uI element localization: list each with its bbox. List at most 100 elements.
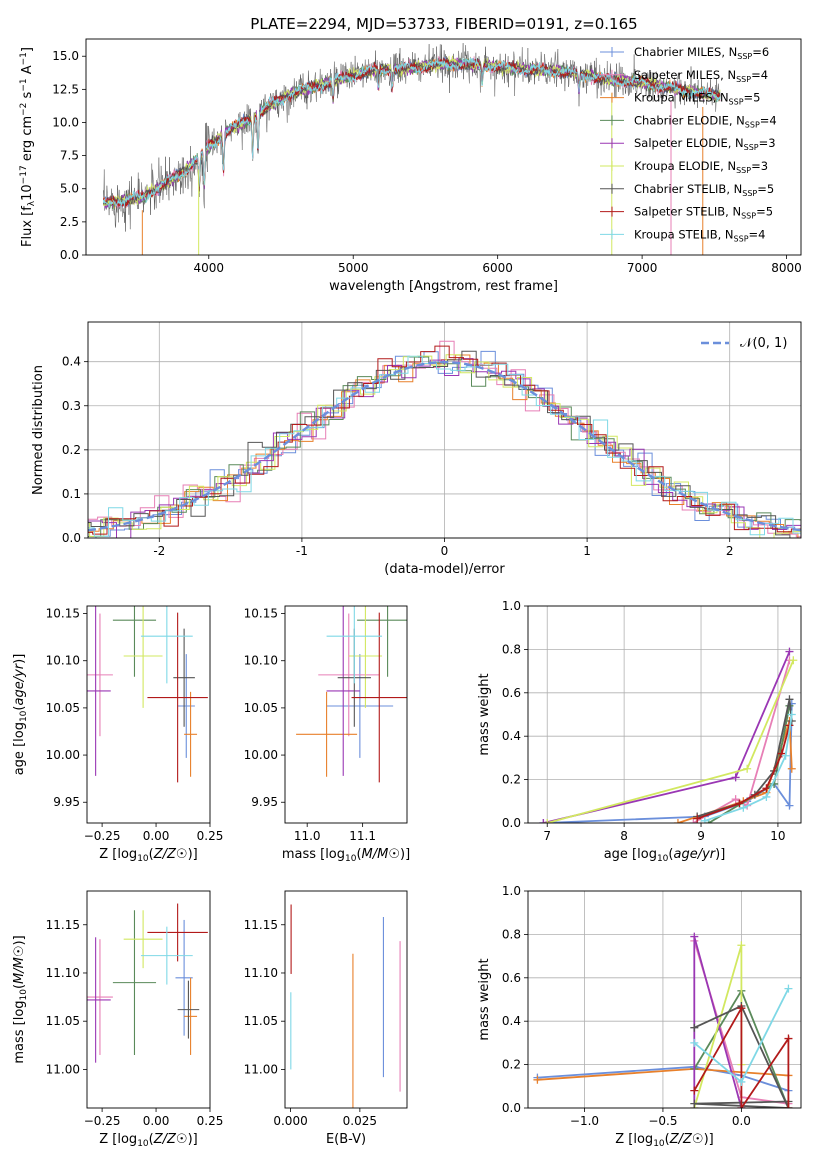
weight-marker-kroupa-elodie	[789, 656, 798, 665]
legend-label-kroupa-elodie: Kroupa ELODIE, NSSP=3	[634, 159, 768, 175]
x-tick-label: 0.25	[197, 1114, 224, 1128]
legend-label-salpeter-elodie: Salpeter ELODIE, NSSP=3	[634, 136, 776, 152]
weight-marker-chabrier-stelib	[690, 1099, 699, 1108]
weight-marker-kroupa-stelib	[737, 1077, 746, 1086]
legend-label-kroupa-miles: Kroupa MILES, NSSP=5	[634, 91, 760, 107]
legend-name: Salpeter STELIB, N	[634, 205, 741, 219]
x-tick-label: 5000	[338, 261, 369, 275]
y-tick-label: 11.10	[46, 966, 80, 980]
y-tick-label: 10.10	[244, 654, 278, 668]
legend-name: Chabrier ELODIE, N	[634, 113, 745, 127]
weight-line-chabrier-stelib	[693, 1004, 790, 1108]
weight-marker-salpeter-elodie	[539, 819, 548, 823]
legend-label-salpeter-stelib: Salpeter STELIB, NSSP=5	[634, 205, 773, 221]
y-tick-label: 11.05	[244, 1014, 278, 1028]
histogram-salpeter-elodie	[88, 358, 801, 538]
model-spectrum-kroupa-stelib	[102, 57, 721, 209]
weight-marker-kroupa-stelib	[762, 792, 771, 801]
legend-name: Kroupa MILES, N	[634, 91, 729, 105]
x-tick-label: 0.25	[197, 829, 224, 843]
histogram-kroupa-stelib	[88, 355, 801, 537]
plot-frame	[527, 890, 802, 1109]
x-tick-label: −0.25	[84, 829, 121, 843]
weight-marker-kroupa-stelib	[700, 816, 709, 823]
legend-subscript: SSP	[737, 52, 752, 61]
legend-label-chabrier-stelib: Chabrier STELIB, NSSP=5	[634, 182, 774, 198]
weight-marker-salpeter-stelib	[784, 1104, 793, 1108]
weight-marker-salpeter-miles	[731, 795, 740, 804]
y-tick-label: 15.0	[52, 49, 79, 63]
residuals-panel: -2 -1 0 1 2 0.0 0.1 0.2 0.3 0.4 𝒩(0, 1) (data-model…	[31, 321, 802, 577]
legend-label-chabrier-elodie: Chabrier ELODIE, NSSP=4	[634, 113, 777, 129]
plot-frame	[284, 890, 408, 1109]
y-tick-label: 1.0	[502, 599, 521, 613]
plot-area	[87, 903, 208, 1063]
x-axis-label: age [log10(age/yr)]	[604, 847, 726, 864]
weight-marker-kroupa-stelib	[787, 710, 796, 719]
weight-vs-metallicity-panel: −1.0 −0.5 0.0 0.0 0.2 0.4 0.6 0.8 1.0 Z [log10(Z/…	[477, 884, 802, 1149]
x-tick-label: 0.00	[143, 1114, 170, 1128]
weight-marker-kroupa-stelib	[781, 751, 790, 760]
x-tick-label: 8000	[771, 261, 802, 275]
legend-name: Chabrier STELIB, N	[634, 182, 742, 196]
legend-count: =4	[760, 113, 777, 127]
y-tick-label: 12.5	[52, 82, 79, 96]
plot-area	[296, 606, 407, 783]
weight-marker-kroupa-miles	[787, 764, 796, 773]
y-tick-label: 0.4	[62, 355, 81, 369]
x-tick-label: 1	[583, 544, 591, 558]
y-tick-label: 1.0	[502, 884, 521, 898]
y-tick-label: 10.00	[46, 748, 80, 762]
plot-area	[533, 932, 793, 1108]
legend-subscript: SSP	[741, 212, 756, 221]
y-tick-label: 5.0	[60, 182, 79, 196]
legend-subscript: SSP	[734, 234, 749, 243]
y-tick-label: 0.8	[502, 927, 521, 941]
y-tick-label: 10.00	[244, 748, 278, 762]
legend-count: =5	[756, 205, 773, 219]
y-tick-label: 0.2	[502, 1058, 521, 1072]
legend-count: =4	[751, 68, 768, 82]
weight-marker-salpeter-stelib	[693, 814, 702, 823]
plot-area	[87, 606, 208, 783]
weight-marker-kroupa-stelib	[739, 803, 748, 812]
x-tick-label: −1.0	[570, 1114, 599, 1128]
weight-marker-chabrier-stelib	[690, 1023, 699, 1032]
figure-title: PLATE=2294, MJD=53733, FIBERID=0191, z=0…	[250, 15, 637, 33]
weight-marker-kroupa-elodie	[743, 764, 752, 773]
y-tick-label: 10.10	[46, 654, 80, 668]
y-tick-label: 10.05	[46, 701, 80, 715]
x-tick-label: 4000	[194, 261, 225, 275]
y-tick-label: 0.4	[502, 1014, 521, 1028]
x-tick-label: 8	[620, 829, 628, 843]
y-tick-label: 11.15	[46, 918, 80, 932]
legend-label-chabrier-miles: Chabrier MILES, NSSP=6	[634, 45, 769, 61]
x-tick-label: −0.25	[84, 1114, 121, 1128]
legend-name: Salpeter MILES, N	[634, 68, 736, 82]
legend-label-salpeter-miles: Salpeter MILES, NSSP=4	[634, 68, 768, 84]
x-tick-label: 10	[770, 829, 785, 843]
legend-count: =6	[752, 45, 769, 59]
weight-marker-chabrier-stelib	[785, 695, 794, 704]
weight-marker-kroupa-miles	[533, 1075, 542, 1084]
plot-area	[102, 43, 721, 255]
plot-frame	[527, 605, 802, 824]
x-tick-label: 7000	[627, 261, 658, 275]
x-axis-label: mass [log10(M/M☉)]	[282, 847, 410, 864]
weight-marker-salpeter-elodie	[731, 773, 740, 782]
y-tick-label: 11.00	[46, 1062, 80, 1076]
legend-name: Chabrier MILES, N	[634, 45, 737, 59]
normal-curve	[88, 360, 801, 532]
x-tick-label: 0.000	[273, 1114, 307, 1128]
x-tick-label: -2	[153, 544, 165, 558]
y-tick-label: 10.15	[46, 607, 80, 621]
weight-marker-kroupa-stelib	[784, 984, 793, 993]
weight-marker-chabrier-miles	[785, 801, 794, 810]
y-tick-label: 0.0	[502, 1101, 521, 1115]
weight-marker-salpeter-stelib	[784, 1034, 793, 1043]
residuals-legend: 𝒩(0, 1)	[701, 336, 787, 351]
x-tick-label: 9	[697, 829, 705, 843]
legend-subscript: SSP	[744, 143, 759, 152]
